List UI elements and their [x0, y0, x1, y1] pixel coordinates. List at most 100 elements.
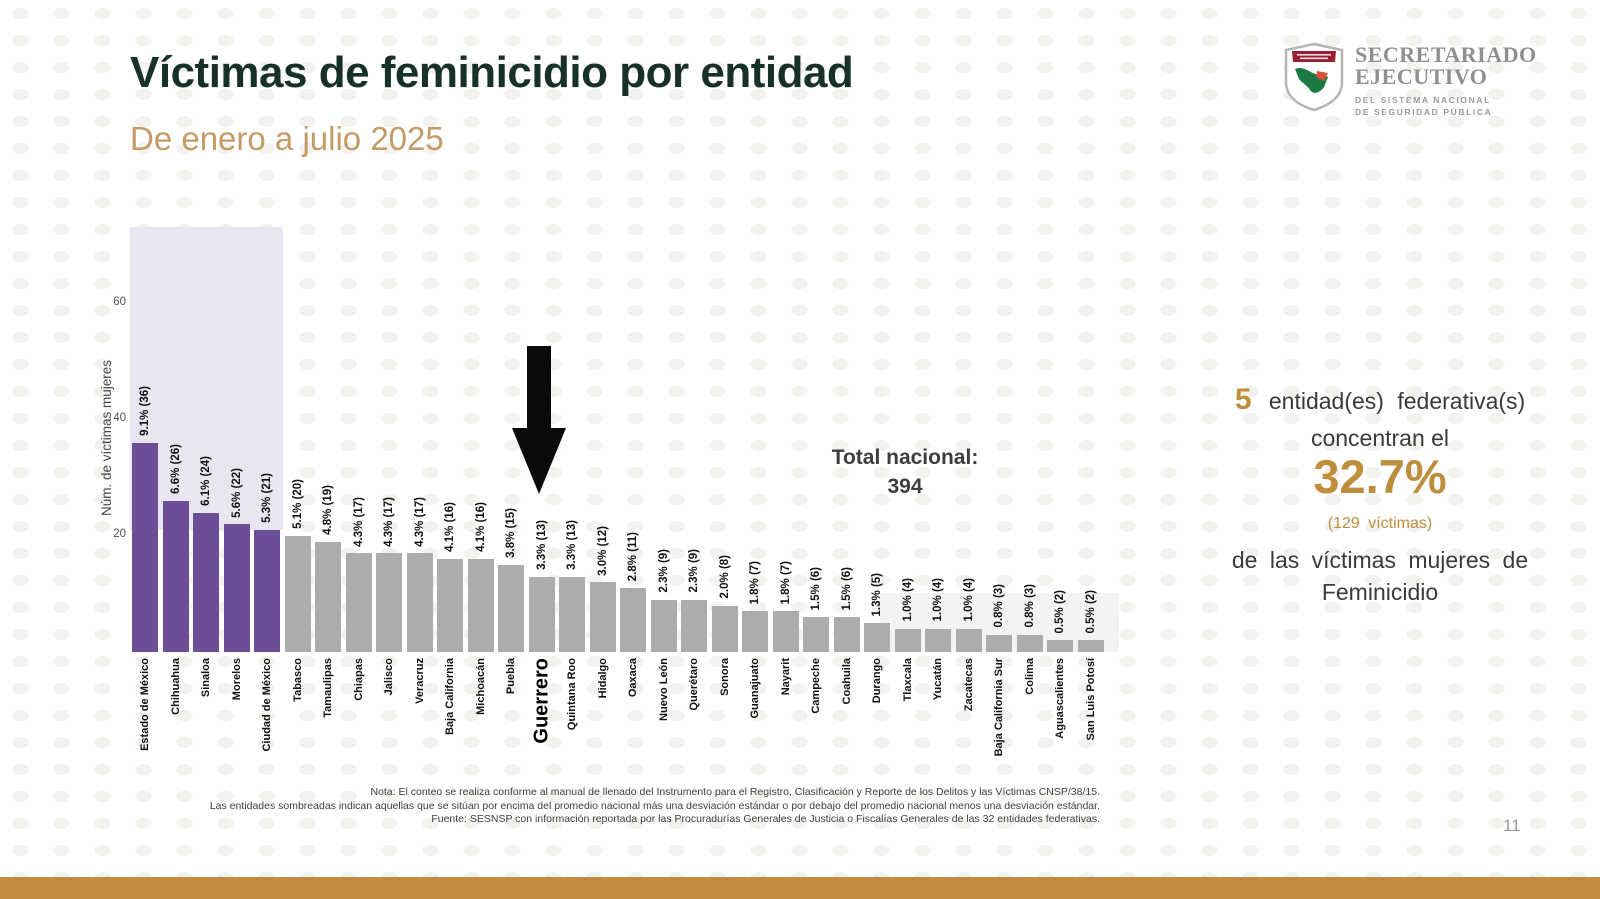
bar-column: 4.3% (17) Jalisco	[374, 0, 405, 695]
state-label: Michoacán	[474, 658, 487, 715]
state-label: Morelos	[230, 658, 243, 701]
bar-column: 3.0% (12) Hidalgo	[588, 0, 619, 698]
state-label: Baja California	[444, 658, 457, 736]
bar	[345, 553, 372, 652]
bar	[864, 623, 890, 652]
state-label: Aguascalientes	[1054, 658, 1067, 739]
footnotes: Nota: El conteo se realiza conforme al m…	[180, 786, 1100, 827]
page-title: Víctimas de feminicidio por entidad	[130, 48, 854, 97]
bar-value-label: 4.1% (16)	[444, 502, 457, 553]
page-subtitle: De enero a julio 2025	[130, 120, 444, 157]
bar	[223, 524, 250, 652]
bar-value-label: 1.5% (6)	[810, 566, 823, 611]
bar	[406, 553, 433, 652]
callout-line4: Feminicidio	[1321, 578, 1439, 605]
page-number: 11	[1503, 816, 1521, 835]
bar-column: 4.8% (19) Tamaulipas	[313, 0, 344, 718]
bar	[681, 599, 707, 652]
state-label: San Luis Potosí	[1084, 658, 1097, 741]
bar	[650, 599, 677, 652]
bar-column: 5.6% (22) Morelos	[222, 0, 253, 700]
state-label: Hidalgo	[596, 658, 609, 699]
state-label: Oaxaca	[627, 658, 640, 698]
bar	[498, 565, 524, 652]
state-label: Baja California Sur	[993, 658, 1006, 757]
bar-column: 3.3% (13) Quintana Roo	[557, 0, 588, 730]
bar-column: 6.6% (26) Chihuahua	[161, 0, 192, 715]
state-label: Tlaxcala	[901, 658, 914, 702]
state-label: Sonora	[718, 658, 731, 696]
state-label: Zacatecas	[962, 658, 975, 712]
bar	[1077, 640, 1104, 652]
state-label: Estado de México	[139, 658, 152, 751]
bar-value-label: 4.3% (17)	[383, 496, 396, 547]
state-label: Nayarit	[779, 658, 792, 696]
down-arrow-indicator	[512, 346, 566, 494]
bar-value-label: 5.3% (21)	[261, 473, 274, 524]
bar	[528, 576, 555, 652]
bar-value-label: 4.1% (16)	[474, 502, 487, 553]
bar-value-label: 1.0% (4)	[962, 578, 975, 622]
state-label: Coahuila	[840, 658, 853, 705]
bar-column: 1.3% (5) Durango	[862, 0, 893, 703]
bar	[894, 628, 921, 652]
y-axis-label: Núm. de víctimas mujeres	[99, 360, 114, 517]
bar-value-label: 1.5% (6)	[840, 566, 853, 611]
bar-column: 1.8% (7) Guanajuato	[740, 0, 771, 719]
bar-column: 1.5% (6) Coahuila	[832, 0, 863, 704]
bar-value-label: 5.1% (20)	[291, 479, 304, 529]
callout-line2: concentran el	[1310, 425, 1450, 451]
bar	[284, 536, 311, 652]
bar	[711, 605, 738, 652]
total-label: Total nacional:	[831, 446, 979, 469]
total-value: 394	[887, 475, 923, 498]
bar	[1016, 634, 1043, 652]
logo-sub-line2: DE SEGURIDAD PÚBLICA	[1355, 107, 1493, 118]
bar	[193, 512, 219, 652]
bar-value-label: 1.8% (7)	[779, 560, 792, 605]
bar-value-label: 0.5% (2)	[1054, 589, 1067, 634]
bar-column: 1.0% (4) Zacatecas	[954, 0, 985, 711]
bar-value-label: 9.1% (36)	[139, 386, 152, 437]
bar-column: 0.5% (2) San Luis Potosí	[1076, 0, 1107, 741]
y-axis-tick: 20	[113, 528, 126, 540]
state-label: Guerrero	[530, 658, 553, 744]
bar-column: 0.8% (3) Baja California Sur	[984, 0, 1015, 756]
bar	[1047, 640, 1073, 652]
bar	[803, 617, 829, 652]
bar-value-label: 3.0% (12)	[596, 525, 609, 576]
bar-value-label: 3.3% (13)	[566, 519, 579, 570]
state-label: Quintana Roo	[566, 658, 579, 731]
bar	[559, 576, 585, 652]
bar-value-label: 0.8% (3)	[993, 584, 1006, 628]
bar-column: 2.3% (9) Querétaro	[679, 0, 710, 711]
state-label: Sinaloa	[200, 658, 213, 698]
bar-value-label: 2.3% (9)	[657, 549, 670, 593]
bar	[955, 628, 982, 652]
summary-callout: 5 entidad(es) federativa(s) concentran e…	[1163, 383, 1597, 606]
bar	[742, 611, 768, 652]
callout-victims: (129 víctimas)	[1327, 514, 1433, 532]
bar-column: 9.1% (36) Estado de México	[130, 0, 161, 751]
bar	[437, 559, 463, 652]
bar-column: 0.5% (2) Aguascalientes	[1045, 0, 1076, 739]
state-label: Ciudad de México	[261, 658, 274, 752]
callout-line3: de las víctimas mujeres de	[1231, 546, 1529, 573]
bar-value-label: 5.6% (22)	[230, 467, 243, 518]
callout-entities: entidad(es) federativa(s)	[1268, 388, 1526, 414]
bar-value-label: 0.8% (3)	[1023, 584, 1036, 628]
bar	[132, 443, 158, 652]
state-label: Tabasco	[291, 658, 304, 702]
bar-column: 6.1% (24) Sinaloa	[191, 0, 222, 697]
bar-value-label: 6.1% (24)	[200, 455, 213, 506]
bar	[772, 611, 799, 652]
bar	[467, 559, 494, 652]
bar-value-label: 0.5% (2)	[1084, 589, 1097, 634]
state-label: Querétaro	[688, 658, 701, 711]
bar-value-label: 1.0% (4)	[901, 578, 914, 622]
bar-value-label: 3.3% (13)	[535, 519, 548, 570]
bar-value-label: 2.8% (11)	[627, 531, 640, 582]
footnote-line: Nota: El conteo se realiza conforme al m…	[370, 786, 1100, 798]
state-label: Nuevo León	[657, 658, 670, 721]
logo-sub-line1: DEL SISTEMA NACIONAL	[1355, 94, 1491, 105]
